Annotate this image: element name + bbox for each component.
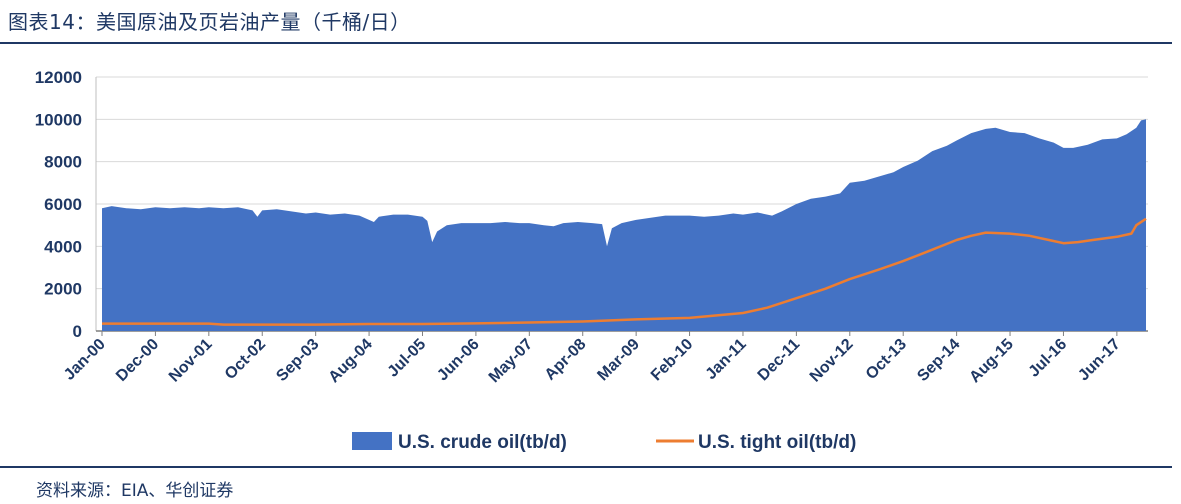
x-tick-label: Jun-06	[434, 336, 483, 385]
chart-svg: 0 2000 4000 6000 8000 10000 12000 Jan-00 Dec-00…	[35, 68, 1148, 453]
x-tick-label: Nov-12	[807, 336, 857, 386]
y-tick-label: 2000	[44, 280, 82, 299]
y-tick-label: 0	[73, 322, 82, 341]
legend-label-tight: U.S. tight oil(tb/d)	[698, 432, 856, 453]
y-axis: 0 2000 4000 6000 8000 10000 12000	[35, 68, 82, 341]
x-tick-label: Jan-11	[703, 336, 750, 383]
source-note: 资料来源：EIA、华创证券	[36, 481, 234, 501]
x-tick-label: Sep-03	[273, 336, 322, 385]
x-tick-label: Oct-13	[863, 336, 910, 383]
x-tick-label: Sep-14	[914, 336, 963, 385]
title-divider	[0, 42, 1172, 44]
x-tick-label: Dec-11	[755, 336, 804, 385]
x-tick-label: Dec-00	[113, 336, 162, 385]
legend: U.S. crude oil(tb/d) U.S. tight oil(tb/d)	[352, 432, 856, 453]
x-tick-label: Aug-04	[326, 336, 376, 386]
series-area-crude-oil	[102, 119, 1146, 331]
x-tick-label: Oct-02	[222, 336, 269, 383]
y-tick-label: 12000	[35, 68, 82, 87]
y-tick-label: 6000	[44, 195, 82, 214]
x-axis: Jan-00 Dec-00 Nov-01 Oct-02 Sep-03 Aug-04 Jul-…	[61, 331, 1124, 386]
chart-title: 图表14：美国原油及页岩油产量（千桶/日）	[8, 10, 411, 34]
y-tick-label: 8000	[44, 153, 82, 172]
x-tick-label: Feb-10	[648, 336, 697, 385]
x-tick-label: Apr-08	[542, 336, 590, 384]
x-tick-label: Jun-17	[1075, 336, 1124, 385]
series-line-tight-oil	[102, 217, 1147, 326]
y-tick-label: 4000	[44, 237, 82, 256]
legend-swatch-crude	[352, 432, 392, 450]
y-tick-label: 10000	[35, 110, 82, 129]
x-tick-label: Jul-16	[1026, 336, 1071, 381]
plot-area	[102, 119, 1147, 331]
x-tick-label: May-07	[486, 336, 536, 386]
x-tick-label: Jan-00	[61, 336, 109, 384]
x-tick-label: Mar-09	[594, 336, 643, 385]
x-tick-label: Jul-05	[385, 336, 430, 381]
x-tick-label: Nov-01	[166, 336, 216, 386]
footer-divider	[0, 466, 1172, 468]
legend-label-crude: U.S. crude oil(tb/d)	[398, 432, 567, 453]
x-tick-label: Aug-15	[966, 336, 1016, 386]
